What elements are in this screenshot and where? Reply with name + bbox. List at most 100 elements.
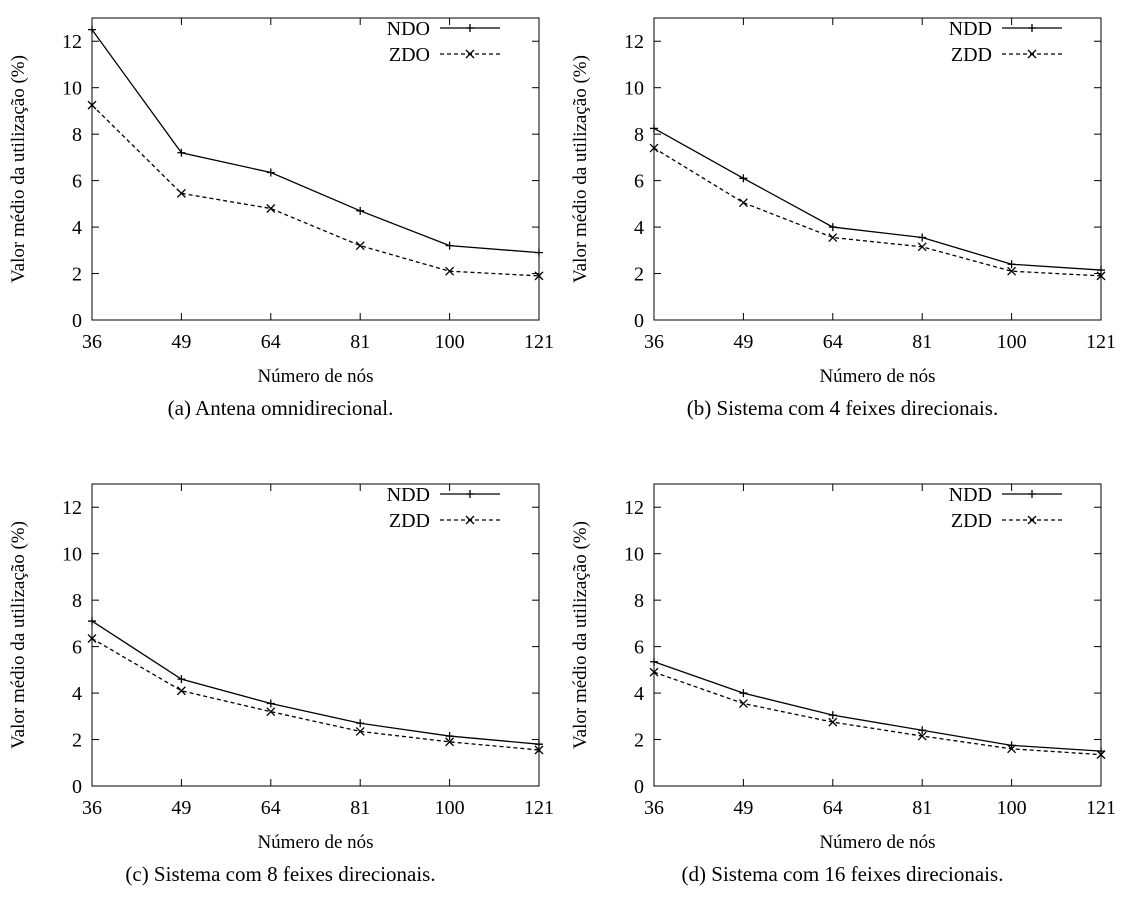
y-tick-label: 6	[72, 637, 82, 659]
y-tick-label: 12	[624, 31, 644, 53]
y-tick-label: 12	[62, 31, 82, 53]
y-tick-label: 4	[72, 683, 82, 705]
figure-caption: (d) Sistema com 16 feixes direcionais.	[681, 862, 1004, 886]
x-tick-label: 100	[997, 797, 1027, 819]
data-point-ndd	[535, 740, 543, 749]
line-chart-c: 0 2 4 6 8 10 12 36 49 64 81 100 121 Número de nós Valo…	[8, 483, 554, 853]
data-point-zdo	[355, 241, 365, 251]
data-point-zdd	[1007, 266, 1017, 276]
y-tick-label: 2	[72, 264, 82, 286]
data-point-zdd	[649, 667, 659, 677]
series-line-zdd	[653, 671, 1102, 756]
data-point-ndd	[266, 699, 275, 708]
data-point-zdd	[445, 737, 455, 747]
y-tick-label: 6	[634, 637, 644, 659]
data-point-zdo	[266, 204, 276, 213]
y-tick-label: 0	[72, 776, 82, 798]
x-tick-label: 81	[350, 331, 370, 353]
series-line-zdo	[91, 104, 540, 277]
data-point-ndd	[828, 223, 837, 232]
y-tick-label: 4	[72, 217, 82, 239]
x-tick-label: 121	[1086, 331, 1116, 353]
x-tick-label: 81	[350, 797, 370, 819]
data-point-zdd	[1096, 271, 1106, 281]
line-chart-d: 0 2 4 6 8 10 12 36 49 64 81 100 121 Número de nós Valo…	[570, 483, 1116, 853]
figure-caption: (c) Sistema com 8 feixes direcionais.	[125, 862, 436, 886]
data-point-zdd	[1007, 744, 1017, 754]
x-tick-label: 49	[171, 797, 191, 819]
y-tick-label: 6	[634, 171, 644, 193]
x-axis-label: Número de nós	[819, 832, 935, 853]
data-point-ndo	[266, 168, 275, 177]
y-axis-label: Valor médio da utilização (%)	[570, 55, 591, 283]
data-point-ndd	[177, 675, 186, 684]
data-point-ndd	[445, 732, 454, 741]
data-point-zdd	[917, 242, 927, 252]
series-line-zdd	[91, 637, 540, 751]
legend-marker	[1028, 24, 1036, 32]
data-point-ndo	[445, 241, 454, 250]
data-point-zdd	[738, 198, 748, 208]
line-chart-a: 0 2 4 6 8 10 12 36 49 64 81 100 121 Número de nós Valo…	[8, 17, 554, 387]
data-point-ndd	[918, 233, 927, 242]
series-line-ndd	[653, 661, 1102, 752]
data-point-ndo	[356, 206, 365, 215]
x-tick-label: 36	[82, 797, 102, 819]
x-tick-label: 49	[171, 331, 191, 353]
y-axis-label: Valor médio da utilização (%)	[8, 521, 29, 749]
data-point-zdd	[176, 686, 186, 696]
x-tick-label: 100	[435, 331, 465, 353]
legend-marker	[465, 49, 475, 59]
figure-caption: (b) Sistema com 4 feixes direcionais.	[686, 396, 999, 420]
x-tick-label: 64	[261, 797, 281, 819]
data-point-ndd	[828, 711, 837, 720]
line-chart-b: 0 2 4 6 8 10 12 36 49 64 81 100 121 Número de nós Valo…	[570, 17, 1116, 387]
y-tick-label: 2	[634, 730, 644, 752]
plot-frame	[91, 483, 540, 787]
legend-label: ZDD	[389, 510, 430, 532]
data-point-zdd	[738, 699, 748, 708]
data-point-zdd	[828, 717, 838, 727]
x-tick-label: 49	[733, 331, 753, 353]
y-tick-label: 8	[72, 124, 82, 146]
y-tick-label: 10	[624, 544, 644, 566]
y-tick-label: 8	[72, 590, 82, 612]
y-axis-label: Valor médio da utilização (%)	[8, 55, 29, 283]
x-axis-label: Número de nós	[257, 832, 373, 853]
data-point-zdd	[828, 233, 838, 242]
x-tick-label: 64	[261, 331, 281, 353]
plot-frame	[653, 17, 1102, 321]
data-point-zdo	[176, 188, 186, 198]
x-axis-label: Número de nós	[257, 366, 373, 387]
y-tick-label: 0	[72, 310, 82, 332]
y-tick-label: 2	[634, 264, 644, 286]
legend-label: ZDD	[951, 510, 992, 532]
data-point-zdd	[649, 143, 659, 153]
data-point-ndd	[356, 719, 365, 728]
x-tick-label: 36	[644, 797, 664, 819]
x-tick-label: 100	[435, 797, 465, 819]
data-point-ndd	[739, 174, 748, 183]
legend-marker	[466, 24, 474, 32]
y-tick-label: 4	[634, 683, 644, 705]
x-tick-label: 81	[912, 797, 932, 819]
data-point-ndd	[88, 617, 96, 626]
chart-panel-a: 0 2 4 6 8 10 12 36 49 64 81 100 121 Número de nós Valo…	[0, 0, 561, 449]
y-tick-label: 8	[634, 124, 644, 146]
legend-label: ZDO	[389, 44, 430, 66]
data-point-ndo	[88, 25, 96, 34]
x-tick-label: 36	[82, 331, 102, 353]
x-tick-label: 64	[823, 331, 843, 353]
legend-label: NDO	[387, 18, 430, 40]
chart-panel-d: 0 2 4 6 8 10 12 36 49 64 81 100 121 Número de nós Valo…	[562, 466, 1123, 915]
data-point-zdd	[355, 726, 365, 736]
data-point-ndd	[1007, 260, 1016, 269]
data-point-zdo	[534, 271, 544, 281]
series-line-ndo	[91, 29, 540, 254]
data-point-zdd	[917, 731, 927, 741]
plot-frame	[91, 17, 540, 321]
figure-caption: (a) Antena omnidirecional.	[167, 396, 394, 420]
y-tick-label: 4	[634, 217, 644, 239]
y-tick-label: 8	[634, 590, 644, 612]
data-point-ndd	[650, 124, 658, 133]
